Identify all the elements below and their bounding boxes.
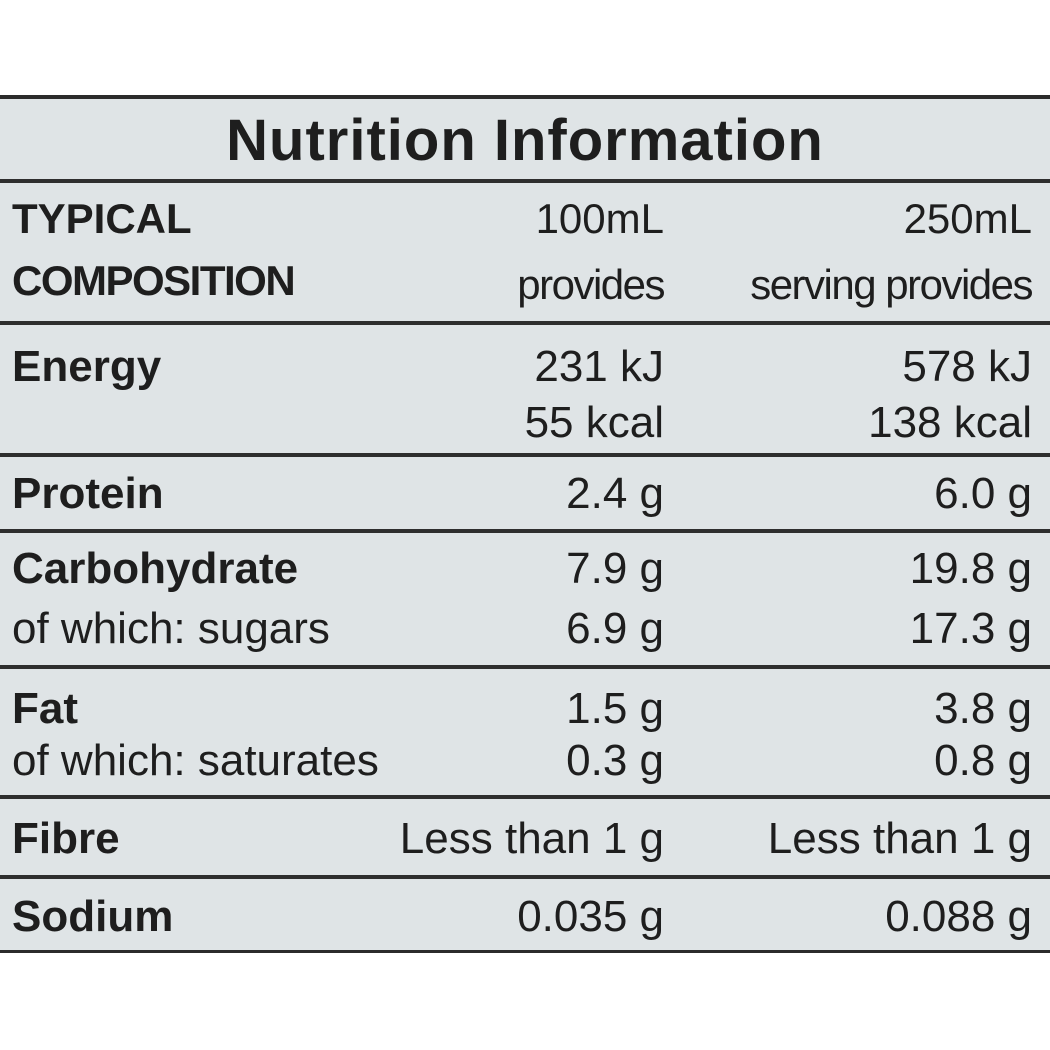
row-value-100ml: Less than 1 g [399,814,664,863]
header-col1-line1: 100mL [535,195,664,242]
row-value-100ml: 7.9 g [566,544,664,593]
divider [0,179,1050,183]
row-label-saturates: of which: saturates [12,736,379,785]
divider [0,321,1050,325]
header-col2-line2: serving provides [750,261,1033,308]
row-value-serving: 6.0 g [934,469,1032,518]
row-value-100ml: 0.035 g [517,892,664,941]
nutrition-label: Nutrition Information TYPICAL COMPOSITIO… [0,95,1050,953]
row-value-100ml: 1.5 g [566,684,664,733]
row-label-fibre: Fibre [12,814,120,863]
row-label-sodium: Sodium [12,892,174,941]
header-col1-line2: provides [517,261,665,308]
row-label-fat: Fat [12,684,78,733]
row-value-serving: 138 kcal [868,398,1032,447]
header-col2-line1: 250mL [903,195,1032,242]
header-label-line1: TYPICAL [12,195,192,242]
row-label-carbohydrate: Carbohydrate [12,544,299,593]
divider [0,665,1050,669]
row-value-serving: Less than 1 g [767,814,1032,863]
row-value-serving: 578 kJ [902,342,1032,391]
row-label-energy: Energy [12,342,162,391]
row-label-protein: Protein [12,469,164,518]
header-label-line2: COMPOSITION [12,257,296,304]
row-value-100ml: 6.9 g [566,604,664,653]
row-value-100ml: 231 kJ [534,342,664,391]
row-value-100ml: 2.4 g [566,469,664,518]
divider [0,529,1050,533]
row-label-sugars: of which: sugars [12,604,330,653]
row-value-serving: 0.088 g [885,892,1032,941]
row-value-100ml: 55 kcal [524,398,664,447]
row-value-100ml: 0.3 g [566,736,664,785]
divider [0,795,1050,799]
row-value-serving: 3.8 g [934,684,1032,733]
row-value-serving: 17.3 g [909,604,1032,653]
row-value-serving: 19.8 g [909,544,1032,593]
divider [0,875,1050,879]
table-title: Nutrition Information [226,108,824,173]
divider [0,453,1050,457]
row-value-serving: 0.8 g [934,736,1032,785]
